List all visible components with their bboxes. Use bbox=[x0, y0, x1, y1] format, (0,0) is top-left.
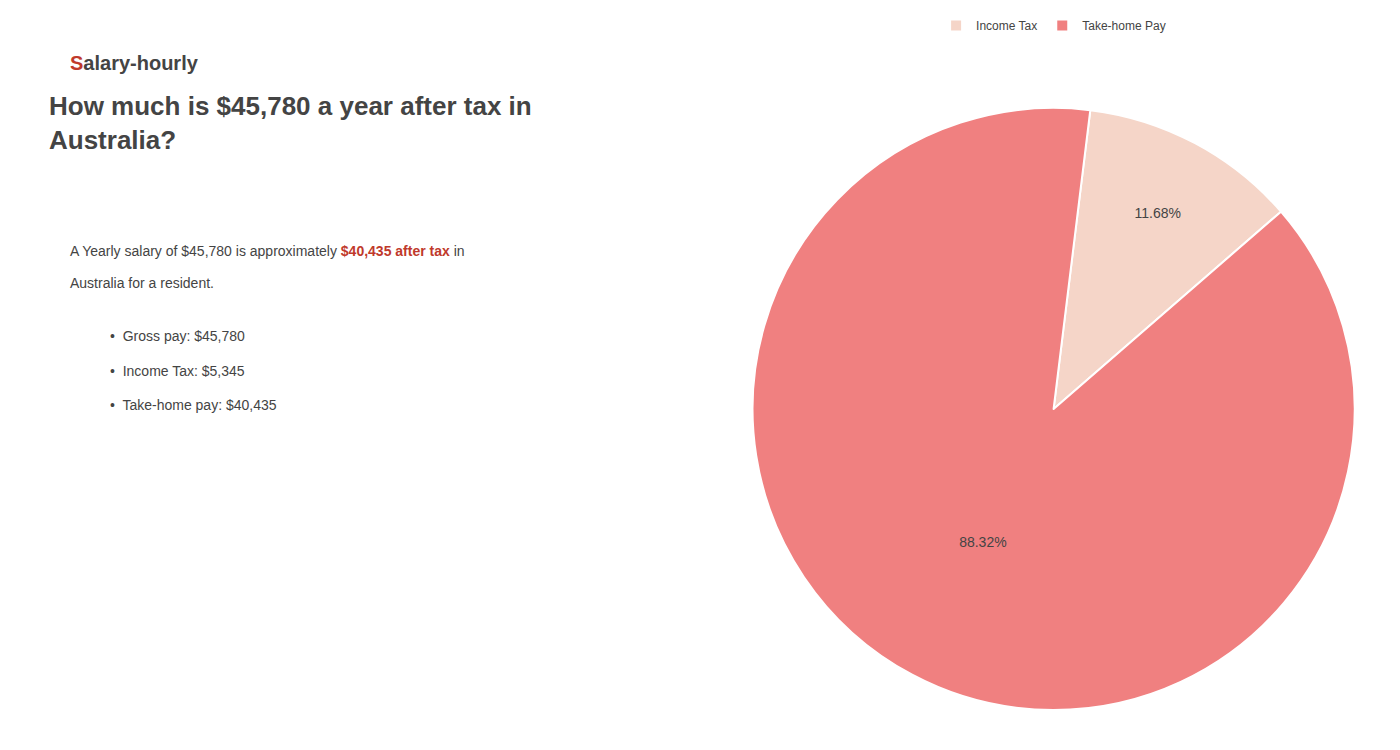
svg-text:• Take-home pay: $40,435: • Take-home pay: $40,435 bbox=[110, 397, 277, 413]
svg-text:How much is $45,780 a year aft: How much is $45,780 a year after tax inA… bbox=[49, 91, 532, 155]
svg-text:88.32%: 88.32% bbox=[959, 534, 1006, 550]
svg-text:Salary-hourly: Salary-hourly bbox=[70, 52, 199, 74]
svg-text:• Gross pay: $45,780: • Gross pay: $45,780 bbox=[110, 328, 245, 344]
svg-text:A Yearly salary of $45,780 is: A Yearly salary of $45,780 is approximat… bbox=[70, 243, 465, 259]
svg-text:Australia for a resident.: Australia for a resident. bbox=[70, 275, 214, 291]
svg-text:Take-home Pay: Take-home Pay bbox=[1082, 19, 1165, 33]
svg-text:11.68%: 11.68% bbox=[1134, 205, 1180, 221]
svg-text:• Income Tax: $5,345: • Income Tax: $5,345 bbox=[110, 363, 245, 379]
svg-text:Income Tax: Income Tax bbox=[976, 19, 1037, 33]
